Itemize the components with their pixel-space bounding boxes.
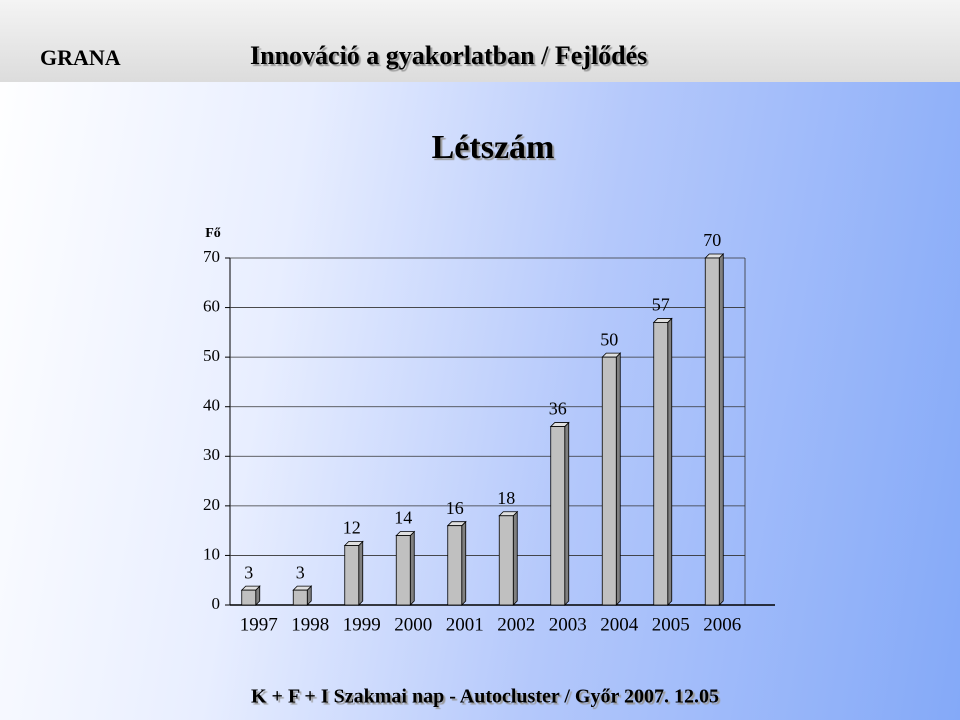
header-title: Innováció a gyakorlatban / Fejlődés — [250, 41, 647, 70]
bar-side — [718, 253, 724, 606]
bar-side — [667, 317, 673, 606]
bar-side — [564, 421, 570, 606]
y-tick-label: 0 — [212, 594, 221, 613]
y-tick-label: 70 — [203, 247, 220, 266]
bar — [498, 515, 514, 606]
x-tick-label: 2002 — [497, 614, 535, 635]
x-tick-label: 2000 — [394, 614, 432, 635]
bar-side — [409, 530, 415, 606]
value-label: 50 — [600, 329, 618, 349]
bar — [447, 525, 463, 606]
value-label: 3 — [296, 562, 305, 582]
value-label: 12 — [343, 518, 361, 538]
value-label: 36 — [549, 399, 567, 419]
bar-side — [512, 510, 518, 606]
y-tick-label: 60 — [203, 296, 220, 315]
x-tick-label: 2006 — [703, 614, 741, 635]
value-label: 3 — [244, 562, 253, 582]
bar-side — [358, 540, 364, 606]
x-tick-label: 1999 — [343, 614, 381, 635]
bar — [344, 545, 360, 606]
y-axis-label: Fő — [205, 226, 221, 241]
bar — [292, 589, 308, 606]
brand: GRANA — [40, 45, 121, 70]
bar-side — [615, 352, 621, 606]
value-label: 57 — [652, 295, 670, 315]
bar-side — [461, 520, 467, 606]
x-tick-label: 2001 — [446, 614, 484, 635]
bar — [550, 426, 566, 606]
value-label: 70 — [703, 230, 721, 250]
y-tick-label: 30 — [203, 445, 220, 464]
value-label: 18 — [497, 488, 515, 508]
chart-title: Létszám — [432, 129, 555, 166]
bar — [241, 589, 257, 606]
bar — [601, 356, 617, 606]
header-bar — [0, 0, 960, 82]
y-tick-label: 20 — [203, 495, 220, 514]
x-tick-label: 2005 — [652, 614, 690, 635]
footer: K + F + I Szakmai nap - Autocluster / Gy… — [251, 686, 719, 708]
y-tick-label: 40 — [203, 396, 220, 415]
y-tick-label: 10 — [203, 544, 220, 563]
y-tick-label: 50 — [203, 346, 220, 365]
x-tick-label: 1997 — [240, 614, 278, 635]
x-tick-label: 2004 — [600, 614, 639, 635]
x-tick-label: 1998 — [291, 614, 329, 635]
value-label: 16 — [446, 498, 464, 518]
value-label: 14 — [394, 508, 412, 528]
bar — [704, 257, 720, 606]
bar — [653, 322, 669, 606]
x-tick-label: 2003 — [549, 614, 587, 635]
bar — [395, 535, 411, 606]
